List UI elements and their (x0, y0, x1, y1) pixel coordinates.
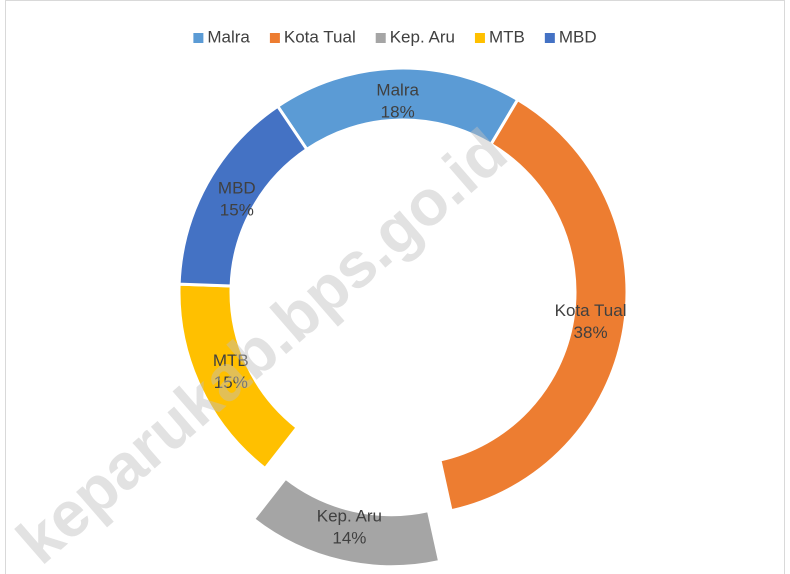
data-label-category: Kota Tual (555, 301, 627, 320)
data-label-value: 14% (332, 528, 366, 547)
legend-label: Malra (207, 27, 250, 46)
data-label-value: 15% (220, 200, 254, 219)
data-label-value: 18% (381, 103, 415, 122)
data-label-category: MTB (213, 351, 249, 370)
slices (177, 66, 629, 569)
legend-swatch (474, 33, 485, 43)
legend-label: Kota Tual (284, 27, 356, 46)
data-label-category: Kep. Aru (317, 506, 382, 525)
legend: Malra Kota Tual Kep. Aru MTB MBD (193, 27, 597, 46)
legend-label: MBD (559, 27, 597, 46)
donut-slice (251, 476, 442, 569)
data-label-category: Malra (376, 81, 419, 100)
donut-slice (177, 104, 309, 288)
legend-label: MTB (489, 27, 525, 46)
data-label-category: MBD (218, 178, 256, 197)
legend-swatch (544, 33, 555, 43)
data-label-value: 15% (214, 373, 248, 392)
legend-swatch (193, 33, 204, 43)
data-label-value: 38% (574, 323, 608, 342)
legend-label: Kep. Aru (390, 27, 455, 46)
labels: Malra 18% Kota Tual 38% Kep. Aru 14% MTB 15% MBD… (213, 81, 627, 548)
legend-swatch (375, 33, 386, 43)
donut-slice (438, 97, 629, 513)
legend-swatch (269, 33, 280, 43)
